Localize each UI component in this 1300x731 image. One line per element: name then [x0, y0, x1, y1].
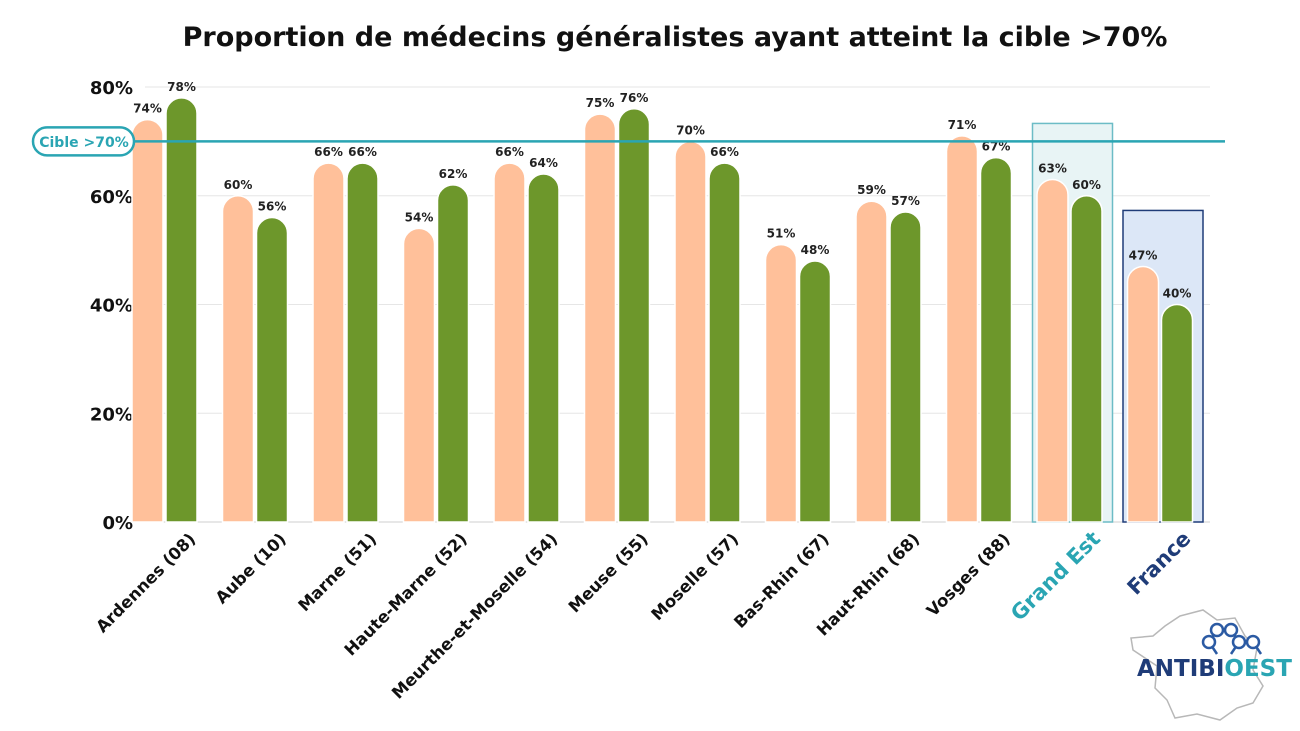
y-tick-label: 40% [90, 296, 133, 317]
bar [855, 200, 888, 523]
y-tick-label: 60% [90, 187, 133, 208]
chart-title: Proportion de médecins généralistes ayan… [182, 22, 1168, 53]
data-label: 54% [405, 210, 434, 224]
bar [527, 173, 560, 523]
data-label: 56% [258, 200, 287, 214]
data-label: 74% [133, 102, 162, 116]
bar [1036, 178, 1069, 523]
bar [1126, 265, 1160, 523]
logo-text-c: EST [1243, 656, 1292, 682]
bar [945, 135, 979, 523]
bar [221, 195, 255, 523]
data-label: 78% [167, 80, 196, 94]
bar [493, 162, 526, 523]
data-label: 66% [495, 145, 524, 159]
y-tick-label: 80% [90, 78, 133, 99]
x-tick-label: Grand Est [1006, 527, 1105, 626]
x-tick-label: Meuse (55) [565, 529, 652, 616]
bar [346, 162, 379, 523]
x-tick-label: Vosges (88) [923, 529, 1014, 620]
bar [312, 162, 345, 523]
bar [131, 118, 164, 523]
x-tick-label: Moselle (57) [648, 529, 743, 624]
data-label: 67% [982, 140, 1011, 154]
data-label: 47% [1129, 248, 1158, 262]
bar [798, 260, 832, 523]
x-tick-label: Bas-Rhin (67) [730, 529, 833, 632]
bar [1160, 303, 1194, 523]
data-label: 62% [439, 167, 468, 181]
data-label: 57% [891, 194, 920, 208]
bar [764, 244, 798, 523]
data-label: 51% [767, 227, 796, 241]
data-label: 75% [586, 96, 615, 110]
x-tick-label: Marne (51) [294, 529, 380, 615]
bar [165, 97, 198, 523]
bar [674, 140, 707, 523]
bar [255, 216, 289, 523]
data-label: 71% [948, 118, 977, 132]
data-label: 66% [314, 145, 343, 159]
logo-text-a: ANTIBI [1137, 656, 1225, 682]
bar [1070, 195, 1103, 523]
antibioest-logo: ANTIBIOEST [1125, 608, 1295, 723]
bar [708, 162, 741, 523]
logo-wordmark: ANTIBIOEST [1137, 656, 1292, 682]
data-label: 66% [710, 145, 739, 159]
data-label: 40% [1163, 287, 1192, 301]
y-tick-label: 20% [90, 404, 133, 425]
bar [402, 227, 436, 523]
x-tick-label: France [1123, 527, 1196, 600]
x-tick-label: Meurthe-et-Moselle (54) [388, 529, 561, 702]
data-label: 70% [676, 123, 705, 137]
y-tick-label: 0% [102, 513, 133, 534]
bar [436, 184, 470, 523]
bar [583, 113, 617, 523]
bar [979, 157, 1013, 523]
france-map-icon [1130, 609, 1264, 721]
logo-text-b: O [1224, 656, 1244, 682]
data-label: 64% [529, 156, 558, 170]
data-label: 48% [801, 243, 830, 257]
bar [617, 108, 651, 523]
x-tick-label: Ardennes (08) [92, 529, 199, 636]
x-tick-label: Aube (10) [212, 529, 290, 607]
data-label: 60% [224, 178, 253, 192]
target-label: Cible >70% [39, 135, 129, 151]
bar [889, 211, 922, 523]
data-label: 76% [620, 91, 649, 105]
target-label-box [31, 126, 136, 157]
data-label: 59% [857, 183, 886, 197]
data-label: 63% [1038, 161, 1067, 175]
data-label: 60% [1072, 178, 1101, 192]
data-label: 66% [348, 145, 377, 159]
